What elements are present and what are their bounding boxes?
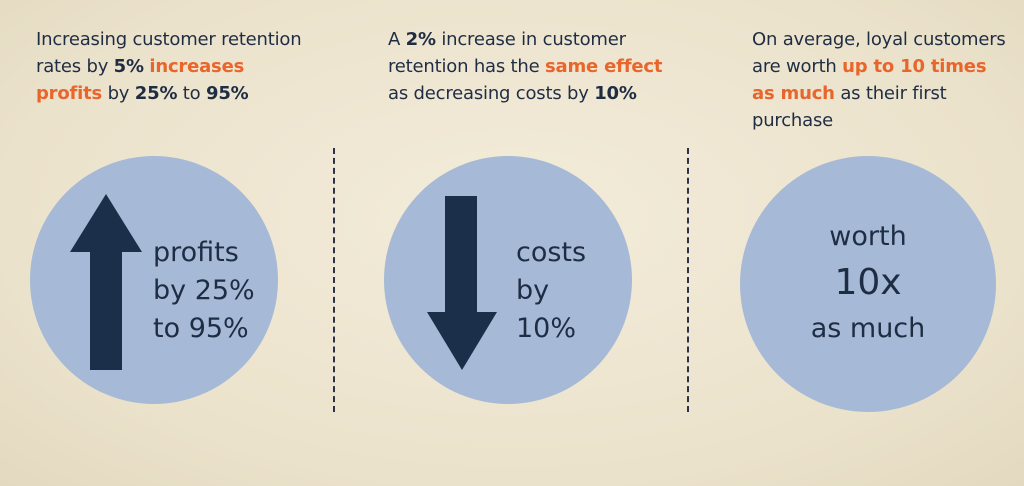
circle-3-text: worth 10x as much <box>740 218 996 348</box>
circle-3-line-3: as much <box>810 313 926 344</box>
column-2-text-part: same effect <box>545 56 663 77</box>
column-3-text-part: On average, loyal customers are worth <box>752 29 1006 77</box>
down-arrow-icon <box>427 196 497 370</box>
column-1-text: Increasing customer retention rates by 5… <box>36 26 316 107</box>
circle-worth <box>740 156 996 412</box>
column-1-text-part: 25% <box>134 83 178 104</box>
circle-1-line-1: profits <box>153 237 239 268</box>
divider-2 <box>687 148 689 412</box>
circle-2-text: costs by 10% <box>516 234 586 348</box>
circle-1-text: profits by 25% to 95% <box>153 234 255 348</box>
circle-2-line-2: by <box>516 275 550 306</box>
column-3-text: On average, loyal customers are worth up… <box>752 26 1012 134</box>
column-1-text-part: 5% <box>113 56 144 77</box>
column-2-text-part: increase in customer retention has the <box>388 29 626 77</box>
column-1-text-part: increases profits <box>36 56 245 104</box>
circle-1-line-2: by 25% <box>153 275 255 306</box>
column-1-text-part: to <box>177 83 206 104</box>
circle-profits <box>30 156 278 404</box>
divider-1 <box>333 148 335 412</box>
circle-3-line-2: 10x <box>834 262 902 303</box>
circle-1-line-3: to 95% <box>153 313 249 344</box>
column-2-text-part: 2% <box>405 29 436 50</box>
column-2-text-part: A <box>388 29 406 50</box>
circle-3-line-1: worth <box>829 221 907 252</box>
column-3-text-part: as their first purchase <box>752 83 947 131</box>
column-2-text: A 2% increase in customer retention has … <box>388 26 678 107</box>
column-1-text-part: by <box>102 83 135 104</box>
column-2-text-part: as decreasing costs by <box>388 83 595 104</box>
circle-2-line-1: costs <box>516 237 587 268</box>
column-2-text-part: 10% <box>594 83 637 104</box>
circle-costs <box>384 156 632 404</box>
circle-2-line-3: 10% <box>516 313 577 344</box>
column-1-text-part: 95% <box>206 83 249 104</box>
column-3-text-part: up to 10 times as much <box>752 56 987 104</box>
column-1-text-part: Increasing customer retention rates by <box>36 29 302 77</box>
up-arrow-icon <box>70 194 142 370</box>
